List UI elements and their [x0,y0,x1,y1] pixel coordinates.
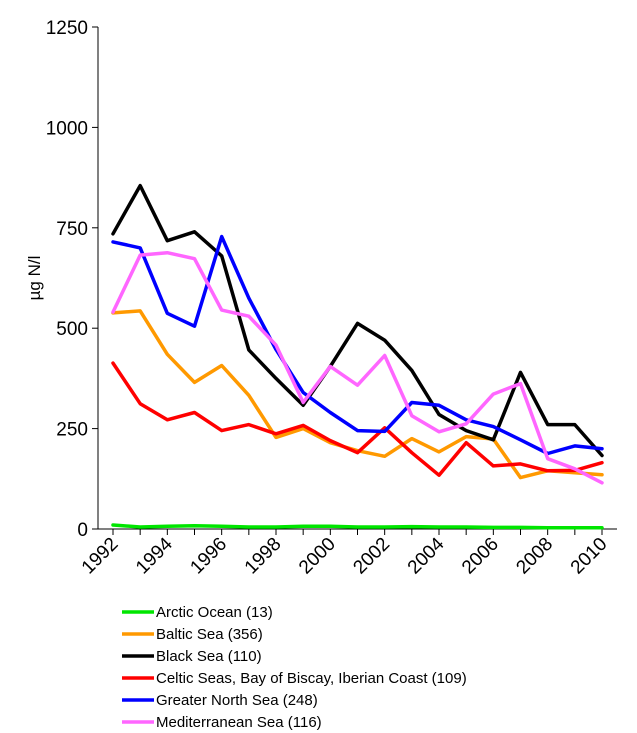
x-tick-label: 2002 [349,534,394,579]
y-tick-label: 0 [77,520,88,541]
legend-label: Black Sea (110) [156,648,262,665]
series-line-4 [111,234,604,456]
y-axis-ticks: 0 250 500 750 1000 1250 [46,18,98,541]
x-axis-ticks: 1992 1994 1996 1998 2000 2002 2004 2006 2008 2010 [78,529,612,578]
series-line-5 [111,250,604,485]
legend-label: Arctic Ocean (13) [156,604,273,621]
legend-label: Celtic Seas, Bay of Biscay, Iberian Coas… [156,670,467,687]
y-tick-label: 250 [56,420,88,441]
y-tick-label: 1250 [46,18,88,39]
x-tick-label: 2000 [295,534,340,579]
x-tick-label: 1998 [241,534,286,579]
series-line-2 [111,183,604,458]
y-axis-title: µg N/l [25,256,44,301]
x-tick-label: 2006 [458,534,503,579]
series-line-0 [111,523,604,530]
series-line-3 [111,361,604,477]
x-tick-label: 2008 [512,534,557,579]
legend: Arctic Ocean (13) Baltic Sea (356) Black S… [122,604,467,731]
x-tick-label: 2010 [567,534,612,579]
legend-label: Baltic Sea (356) [156,626,263,643]
plot-area: 0 250 500 750 1000 1250 1992 1994 1996 1998 2000 2… [46,18,617,578]
y-tick-label: 1000 [46,118,88,139]
y-tick-label: 500 [56,319,88,340]
y-tick-label: 750 [56,219,88,240]
x-tick-label: 1994 [132,533,177,578]
x-tick-label: 1996 [186,534,231,579]
legend-label: Mediterranean Sea (116) [156,714,322,731]
legend-label: Greater North Sea (248) [156,692,318,709]
series-lines [111,183,604,530]
x-tick-label: 2004 [404,533,449,578]
